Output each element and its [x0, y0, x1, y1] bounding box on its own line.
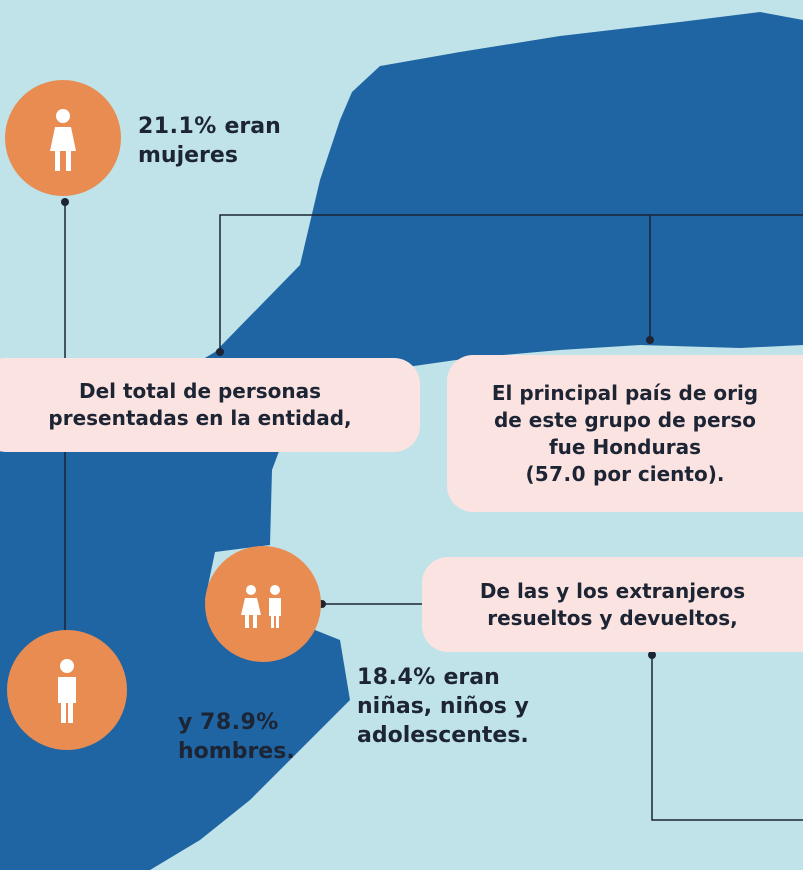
women-text: eran: [224, 114, 281, 139]
map: [0, 12, 803, 870]
women-label: 21.1% eran mujeres: [138, 112, 281, 170]
women-pct: 21.1%: [138, 114, 217, 139]
box-line: resueltos y devueltos,: [487, 605, 738, 630]
children-text: eran: [443, 665, 500, 690]
box-line: Del total de personas: [78, 379, 322, 403]
box-line: El principal país de orig: [491, 380, 759, 405]
box-line: De las y los extranjeros: [479, 578, 746, 603]
box-line: fue Honduras: [548, 434, 701, 459]
box-line: presentadas en la entidad,: [48, 406, 352, 430]
box-total: Del total de personas presentadas en la …: [0, 358, 420, 452]
paren-open: (: [525, 461, 535, 486]
children-line2: niñas, niños y: [357, 694, 529, 719]
box-line: (57.0 por ciento).: [447, 461, 803, 488]
box-foreign: De las y los extranjeros resueltos y dev…: [422, 557, 803, 652]
children-icon: [205, 546, 321, 662]
children-label: 18.4% eran niñas, niños y adolescentes.: [357, 663, 529, 750]
men-prefix: y: [178, 710, 193, 735]
men-pct: 78.9%: [200, 710, 279, 735]
women-icon: [5, 80, 121, 196]
box-line: de este grupo de perso: [493, 407, 757, 432]
box-country: El principal país de orig de este grupo …: [447, 355, 803, 512]
children-line3: adolescentes.: [357, 723, 529, 748]
paren-close: por ciento).: [593, 461, 725, 486]
men-label: y 78.9% hombres.: [178, 708, 295, 766]
men-line2: hombres.: [178, 739, 295, 764]
children-pct: 18.4%: [357, 665, 436, 690]
country-pct: 57.0: [534, 461, 587, 486]
men-icon: [7, 630, 127, 750]
women-line2: mujeres: [138, 143, 238, 168]
